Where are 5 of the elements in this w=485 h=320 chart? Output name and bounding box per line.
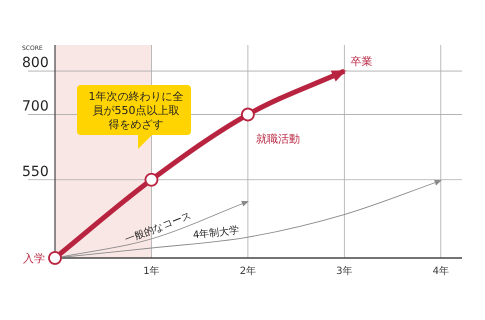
annotation: 1年次の終わりに全員が550点以上取得をめざす [88, 90, 184, 131]
annotation: 就職活動 [256, 132, 300, 146]
annotation: 1年次の終わりに全員が550点以上取得をめざす [77, 85, 191, 149]
annotation: 卒業 [350, 55, 372, 68]
annotation: 入学 [23, 252, 45, 265]
